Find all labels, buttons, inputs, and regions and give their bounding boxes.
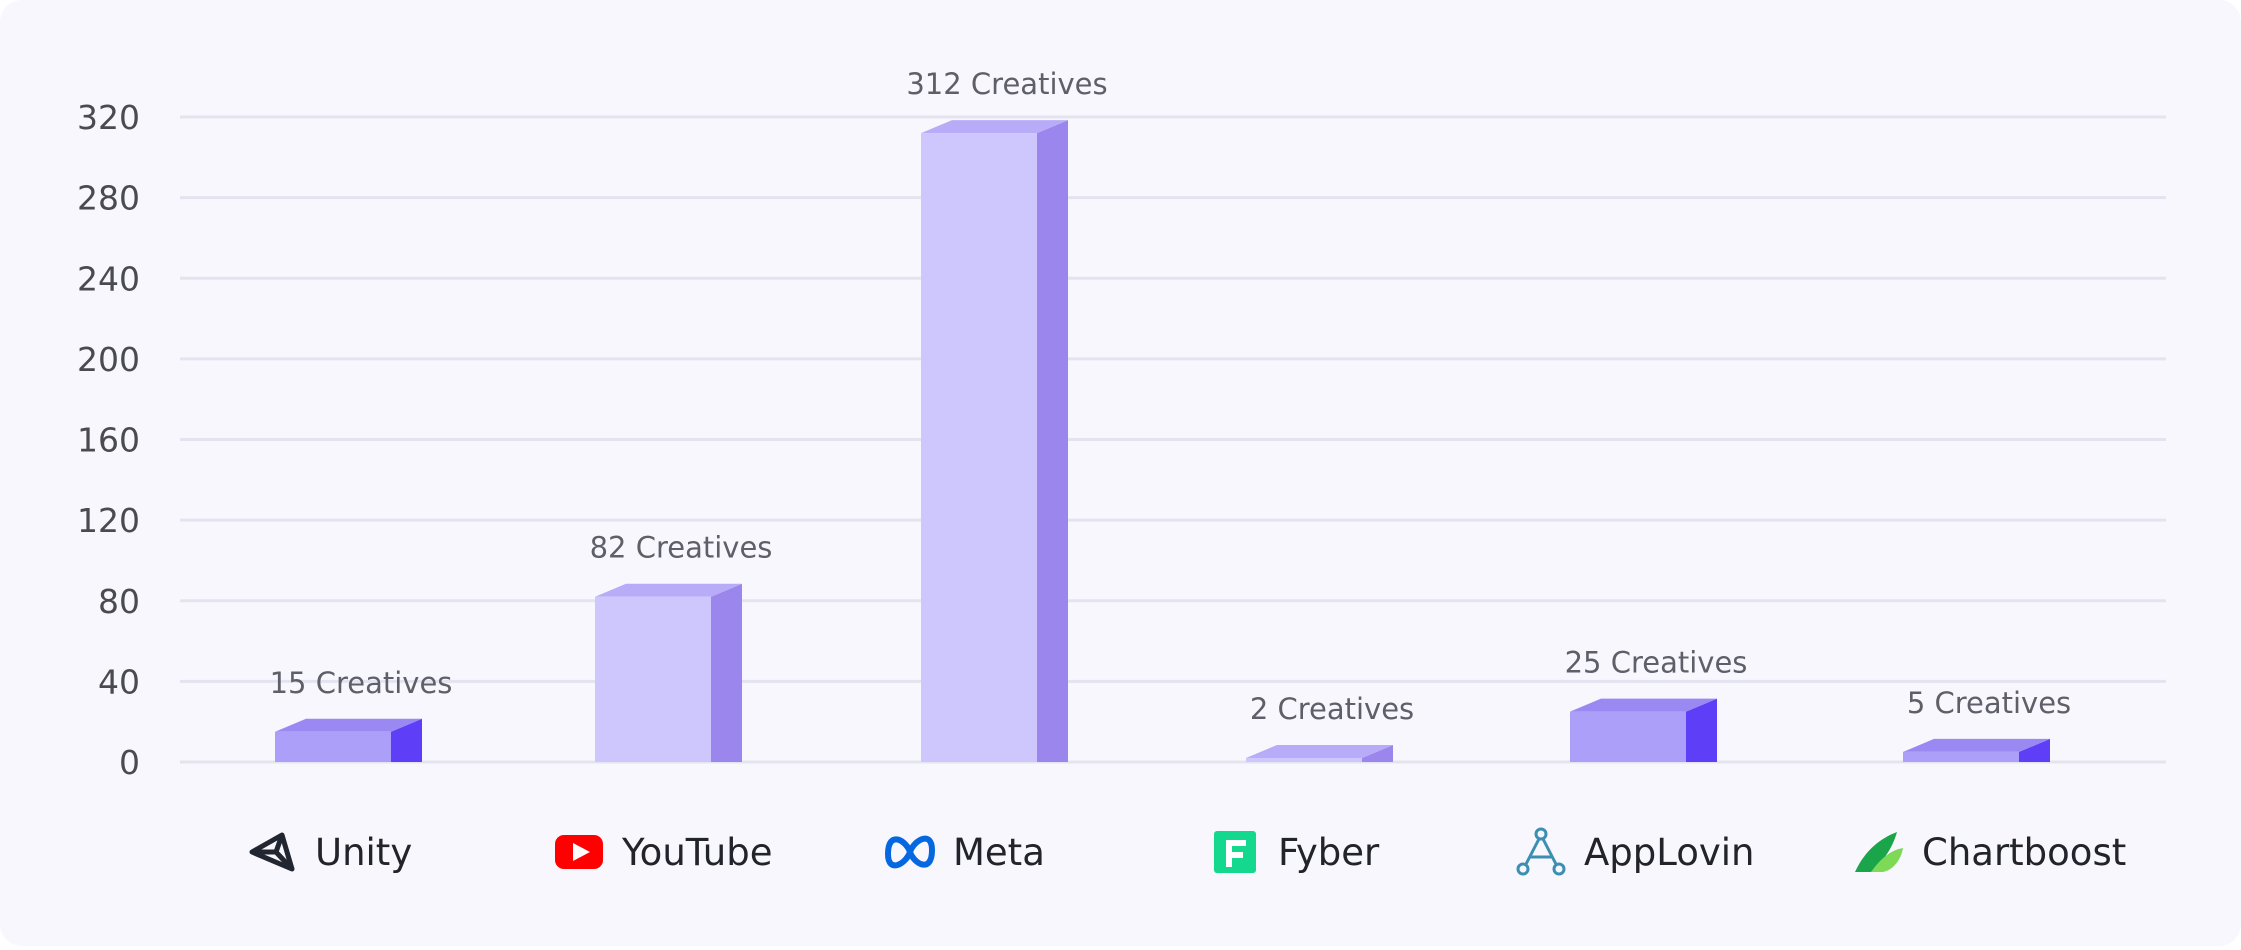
y-tick-label: 280 — [77, 179, 140, 218]
data-label: 312 Creatives — [906, 67, 1107, 101]
category-label: Unity — [249, 831, 412, 874]
category-label: AppLovin — [1516, 827, 1755, 876]
bar-side-face — [1686, 698, 1717, 762]
bar — [275, 718, 422, 762]
y-tick-label: 200 — [77, 340, 140, 379]
applovin-logo-icon — [1516, 827, 1566, 876]
x-axis-categories: Unity YouTube Meta Fyber AppLovin Chartboost — [249, 827, 2126, 876]
data-label: 25 Creatives — [1565, 646, 1748, 680]
youtube-logo-icon — [555, 835, 603, 869]
bar-front-face — [275, 731, 391, 762]
category-label: Chartboost — [1855, 831, 2126, 874]
category-label: Meta — [885, 831, 1045, 874]
data-label: 2 Creatives — [1250, 692, 1414, 726]
y-tick-label: 40 — [98, 662, 140, 701]
bar-front-face — [595, 596, 711, 762]
data-label: 5 Creatives — [1907, 686, 2071, 720]
y-tick-label: 120 — [77, 501, 140, 540]
bar — [1903, 738, 2050, 762]
y-tick-label: 320 — [77, 98, 140, 137]
bar-top-face — [595, 583, 742, 597]
gridlines — [180, 115, 2166, 764]
category-name: Meta — [953, 831, 1045, 874]
data-label: 82 Creatives — [590, 531, 773, 565]
bar-side-face — [1037, 120, 1068, 762]
bar-side-face — [711, 583, 742, 762]
bar-side-face — [1362, 744, 1393, 762]
bar-side-face — [391, 718, 422, 762]
bar-top-face — [1903, 738, 2050, 752]
bar-top-face — [275, 718, 422, 732]
bar — [1246, 744, 1393, 762]
y-tick-label: 160 — [77, 421, 140, 460]
bar — [595, 583, 742, 762]
y-tick-label: 0 — [119, 743, 140, 782]
meta-logo-icon — [885, 835, 935, 869]
bar-top-face — [1246, 744, 1393, 758]
bar — [1570, 698, 1717, 762]
bars — [275, 120, 2050, 762]
y-tick-label: 80 — [98, 582, 140, 621]
category-name: Chartboost — [1922, 831, 2126, 874]
category-label: YouTube — [555, 831, 772, 874]
unity-logo-icon — [249, 832, 295, 872]
fyber-logo-icon — [1214, 831, 1256, 873]
chartboost-logo-icon — [1855, 832, 1903, 872]
bar — [921, 120, 1068, 762]
y-tick-label: 240 — [77, 259, 140, 298]
bar-top-face — [1570, 698, 1717, 712]
bar-side-face — [2019, 738, 2050, 762]
data-labels: 15 Creatives 82 Creatives 312 Creatives 2 C… — [270, 67, 2072, 726]
bar-front-face — [921, 133, 1037, 762]
bar-front-face — [1246, 757, 1362, 762]
category-name: Fyber — [1278, 831, 1380, 874]
data-label: 15 Creatives — [270, 666, 453, 700]
category-label: Fyber — [1214, 831, 1380, 874]
bar-top-face — [921, 120, 1068, 134]
bar-front-face — [1570, 711, 1686, 762]
category-name: AppLovin — [1584, 831, 1755, 874]
y-axis-ticks: 0 40 80 120 160 200 240 280 320 — [77, 98, 140, 782]
category-name: Unity — [315, 831, 412, 874]
bar-front-face — [1903, 751, 2019, 762]
category-name: YouTube — [621, 831, 772, 874]
